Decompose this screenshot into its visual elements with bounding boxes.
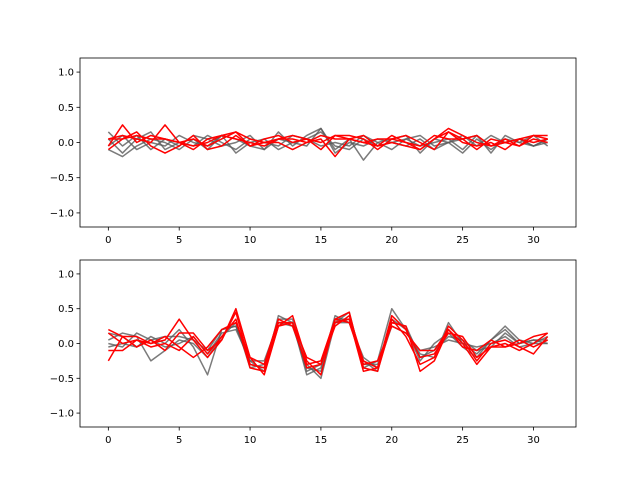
y-tick-label: −1.0 bbox=[50, 208, 74, 219]
series-line-gray-2 bbox=[108, 307, 548, 380]
series-line-red-7 bbox=[107, 131, 548, 158]
y-tick-label: 0.5 bbox=[58, 304, 74, 315]
y-tick-label: −0.5 bbox=[50, 374, 74, 385]
y-tick-label: −1.0 bbox=[50, 409, 74, 420]
x-tick-label: 5 bbox=[176, 435, 182, 446]
series-group bbox=[107, 307, 549, 380]
y-tick-label: 1.0 bbox=[58, 68, 74, 79]
y-tick-label: 0.0 bbox=[58, 339, 74, 350]
series-line-red-8 bbox=[108, 318, 548, 366]
subplot-2: 0 5 10 15 20 25 30 −1.0 −0.5 0.0 0.5 1.0 bbox=[50, 259, 577, 446]
x-tick-label: 0 bbox=[105, 435, 111, 446]
series-line-red-8 bbox=[108, 131, 548, 151]
x-tick-label: 30 bbox=[527, 235, 540, 246]
series-line-gray-3 bbox=[107, 134, 548, 154]
x-tick-label: 10 bbox=[244, 435, 257, 446]
y-tick-label: 0.0 bbox=[58, 138, 74, 149]
y-tick-label: 0.5 bbox=[58, 103, 74, 114]
series-group bbox=[107, 124, 549, 161]
x-tick-label: 10 bbox=[244, 235, 257, 246]
x-tick-label: 15 bbox=[315, 235, 328, 246]
x-tick-label: 30 bbox=[527, 435, 540, 446]
x-tick-label: 25 bbox=[456, 235, 469, 246]
series-line-red-6 bbox=[108, 124, 548, 151]
x-tick-label: 15 bbox=[315, 435, 328, 446]
y-tick-label: 1.0 bbox=[58, 269, 74, 280]
y-tick-label: −0.5 bbox=[50, 173, 74, 184]
x-tick-label: 5 bbox=[176, 235, 182, 246]
x-tick-label: 0 bbox=[105, 235, 111, 246]
x-tick-label: 25 bbox=[456, 435, 469, 446]
subplot-1: 0 5 10 15 20 25 30 −1.0 −0.5 0.0 0.5 1.0 bbox=[50, 57, 577, 246]
x-tick-label: 20 bbox=[385, 435, 398, 446]
x-tick-label: 20 bbox=[385, 235, 398, 246]
